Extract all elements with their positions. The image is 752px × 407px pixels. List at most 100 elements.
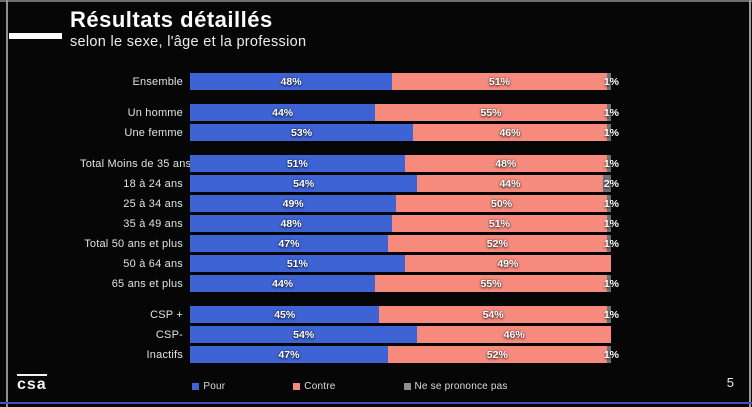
row-label: Une femme <box>124 126 183 139</box>
bar-segment-nsp-value: 1% <box>603 348 619 361</box>
bar-segment-pour: 54% <box>190 175 418 192</box>
window-left-border <box>6 0 8 407</box>
bar-track: 45% 54% 1% <box>190 306 619 323</box>
bar-segment-pour-value: 49% <box>282 197 304 210</box>
bar-segment-pour: 45% <box>190 306 380 323</box>
row-label: 50 à 64 ans <box>123 257 183 270</box>
row-label: 65 ans et plus <box>111 277 183 290</box>
bar-track: 44% 55% 1% <box>190 275 619 292</box>
bar-segment-pour: 51% <box>190 155 405 172</box>
bar-track: 48% 51% 1% <box>190 73 619 90</box>
bar-segment-nsp-value: 1% <box>603 217 619 230</box>
chart-row: CSP + 45% 54% 1% <box>80 306 620 323</box>
bar-segment-contre: 46% <box>417 326 611 343</box>
bar-segment-pour: 48% <box>190 215 393 232</box>
bar-segment-contre-value: 46% <box>499 126 521 139</box>
bar-segment-nsp-value: 1% <box>603 126 619 139</box>
chart-row: CSP- 54% 46% <box>80 326 620 343</box>
bar-segment-nsp <box>606 195 611 212</box>
legend-swatch-icon <box>293 383 301 390</box>
bar-segment-nsp <box>606 215 611 232</box>
bar-segment-contre-value: 54% <box>482 308 504 321</box>
bar-segment-nsp-value: 1% <box>603 277 619 290</box>
chart-row: Inactifs 47% 52% 1% <box>80 346 620 363</box>
legend-label: Ne se prononce pas <box>414 381 508 392</box>
legend-item: Contre <box>293 381 335 392</box>
bar-segment-pour-value: 51% <box>286 257 308 270</box>
chart-group: Total Moins de 35 ans 51% 48% 1% 18 à 24 ans… <box>80 155 620 292</box>
legend-swatch-icon <box>403 383 411 390</box>
bar-segment-nsp-value: 1% <box>603 308 619 321</box>
bar-segment-pour: 54% <box>190 326 418 343</box>
chart-row: 25 à 34 ans 49% 50% 1% <box>80 195 620 212</box>
bar-segment-contre: 51% <box>392 73 607 90</box>
bar-track: 51% 49% <box>190 255 611 272</box>
bar-segment-contre: 44% <box>417 175 603 192</box>
row-label: CSP- <box>155 328 183 341</box>
bar-segment-nsp-value: 1% <box>603 197 619 210</box>
bar-segment-nsp <box>606 124 611 141</box>
row-label: Total 50 ans et plus <box>84 237 183 250</box>
bar-track: 54% 46% <box>190 326 611 343</box>
row-label: 18 à 24 ans <box>123 177 183 190</box>
bar-segment-pour-value: 48% <box>280 217 302 230</box>
bar-segment-pour: 49% <box>190 195 397 212</box>
chart-row: Total 50 ans et plus 47% 52% 1% <box>80 235 620 252</box>
bar-segment-nsp <box>606 104 611 121</box>
bar-segment-nsp-value: 1% <box>603 157 619 170</box>
legend-swatch-icon <box>192 383 200 390</box>
bar-segment-pour-value: 45% <box>274 308 296 321</box>
bar-segment-contre: 54% <box>379 306 607 323</box>
bar-track: 47% 52% 1% <box>190 235 619 252</box>
chart-group: Un homme 44% 55% 1% Une femme 53% 46% 1% <box>80 104 620 141</box>
chart-row: Un homme 44% 55% 1% <box>80 104 620 121</box>
bar-segment-pour: 53% <box>190 124 414 141</box>
bar-segment-contre: 52% <box>387 346 607 363</box>
window-top-border <box>0 0 752 2</box>
bar-segment-contre: 50% <box>396 195 607 212</box>
bar-segment-nsp-value: 1% <box>603 106 619 119</box>
bar-segment-nsp <box>606 346 611 363</box>
chart-group: CSP + 45% 54% 1% CSP- 54% 46% Inactifs 47% 52% 1% <box>80 306 620 363</box>
legend-label: Pour <box>203 381 226 392</box>
bar-track: 51% 48% 1% <box>190 155 619 172</box>
row-label: CSP + <box>150 308 183 321</box>
bar-segment-pour-value: 48% <box>280 75 302 88</box>
page-title: Résultats détaillés <box>70 7 273 32</box>
bar-segment-pour-value: 54% <box>293 328 315 341</box>
bar-segment-contre-value: 55% <box>480 106 502 119</box>
chart-row: 18 à 24 ans 54% 44% 2% <box>80 175 620 192</box>
bar-segment-nsp <box>606 306 611 323</box>
bar-segment-contre-value: 51% <box>488 75 510 88</box>
chart-row: Total Moins de 35 ans 51% 48% 1% <box>80 155 620 172</box>
bar-segment-pour: 47% <box>190 235 388 252</box>
chart-row: Ensemble 48% 51% 1% <box>80 73 620 90</box>
bar-track: 44% 55% 1% <box>190 104 619 121</box>
bar-segment-nsp <box>602 175 611 192</box>
bar-segment-pour-value: 53% <box>291 126 313 139</box>
bar-segment-pour-value: 47% <box>278 348 300 361</box>
bar-segment-contre: 55% <box>375 275 607 292</box>
bar-segment-contre: 48% <box>404 155 607 172</box>
bar-segment-pour: 47% <box>190 346 388 363</box>
csa-logo: csa <box>17 374 47 393</box>
chart-group: Ensemble 48% 51% 1% <box>80 73 620 90</box>
row-label: Un homme <box>127 106 183 119</box>
bar-track: 53% 46% 1% <box>190 124 619 141</box>
bar-segment-pour-value: 54% <box>293 177 315 190</box>
title-accent-dash <box>9 33 62 39</box>
bar-segment-contre-value: 49% <box>497 257 519 270</box>
bar-segment-contre-value: 52% <box>486 348 508 361</box>
chart-legend: Pour Contre Ne se prononce pas <box>80 381 620 392</box>
bar-segment-pour: 48% <box>190 73 393 90</box>
slide-header: Résultats détaillés selon le sexe, l'âge… <box>70 7 306 50</box>
bar-track: 49% 50% 1% <box>190 195 619 212</box>
bar-segment-contre-value: 44% <box>499 177 521 190</box>
bar-segment-nsp-value: 1% <box>603 75 619 88</box>
bar-segment-pour-value: 51% <box>286 157 308 170</box>
row-label: 25 à 34 ans <box>123 197 183 210</box>
bar-segment-contre: 51% <box>392 215 607 232</box>
bar-segment-nsp <box>606 275 611 292</box>
legend-item: Pour <box>192 381 225 392</box>
window-bottom-border <box>0 402 752 404</box>
